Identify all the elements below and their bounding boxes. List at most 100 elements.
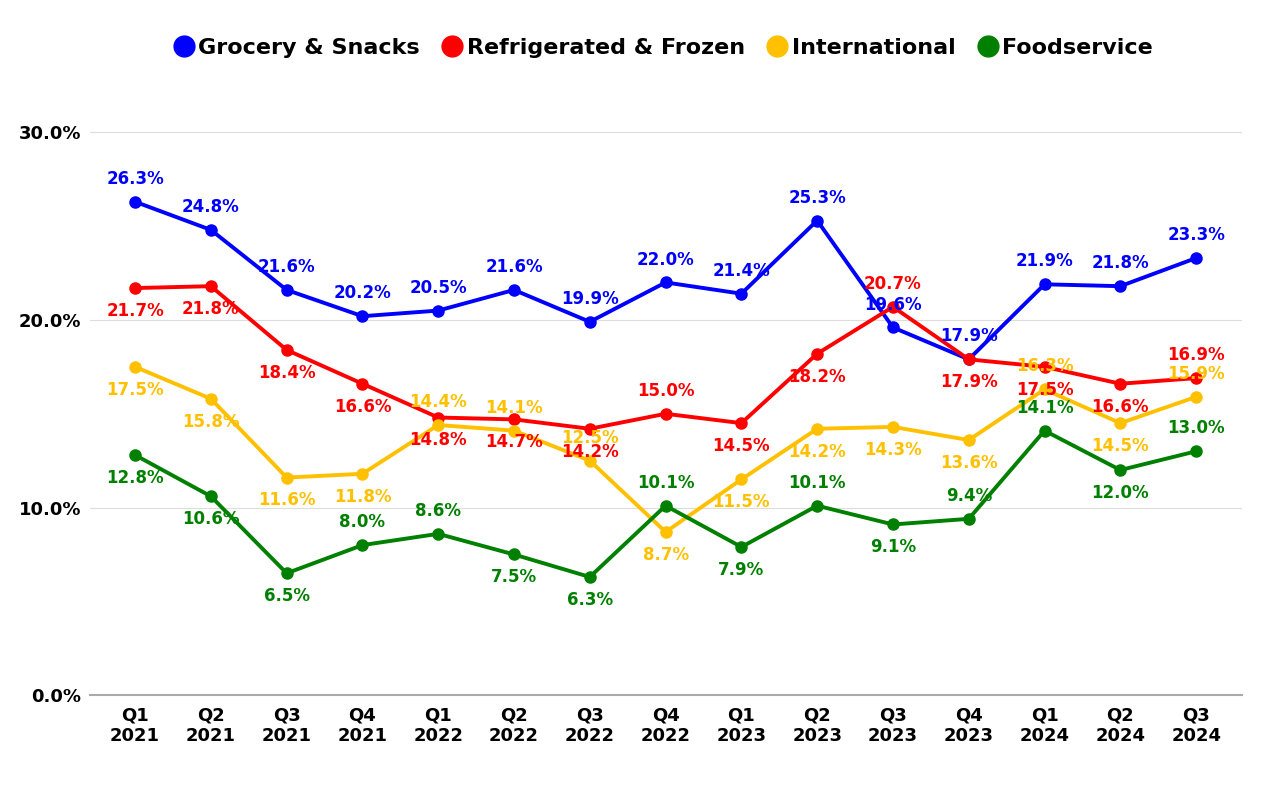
Foodservice <box>279 569 294 578</box>
Text: 21.9%: 21.9% <box>1015 253 1074 270</box>
International <box>430 420 445 430</box>
Grocery & Snacks <box>886 322 901 332</box>
Text: 16.3%: 16.3% <box>1016 358 1074 375</box>
Text: 16.6%: 16.6% <box>334 397 392 416</box>
Text: 14.2%: 14.2% <box>561 442 618 461</box>
Refrigerated & Frozen <box>1112 379 1128 389</box>
Grocery & Snacks <box>507 285 522 295</box>
Text: 8.6%: 8.6% <box>415 502 461 520</box>
Foodservice <box>886 520 901 529</box>
Foodservice <box>128 450 143 460</box>
International <box>507 426 522 435</box>
Text: 14.5%: 14.5% <box>1092 437 1149 455</box>
International <box>1188 392 1203 401</box>
Text: 17.5%: 17.5% <box>106 381 164 399</box>
Refrigerated & Frozen <box>1188 374 1203 383</box>
International <box>128 362 143 371</box>
Text: 18.2%: 18.2% <box>788 367 846 386</box>
Text: 8.0%: 8.0% <box>339 514 385 531</box>
International <box>1112 419 1128 428</box>
International <box>809 424 824 434</box>
Text: 24.8%: 24.8% <box>182 198 239 216</box>
Text: 10.1%: 10.1% <box>788 474 846 492</box>
Text: 22.0%: 22.0% <box>636 250 695 269</box>
Text: 14.1%: 14.1% <box>1016 399 1074 417</box>
Text: 14.4%: 14.4% <box>410 393 467 411</box>
Grocery & Snacks <box>279 285 294 295</box>
Foodservice <box>809 501 824 510</box>
Text: 11.6%: 11.6% <box>257 491 315 510</box>
Line: Refrigerated & Frozen: Refrigerated & Frozen <box>129 280 1202 434</box>
Text: 20.7%: 20.7% <box>864 275 922 293</box>
Refrigerated & Frozen <box>279 345 294 355</box>
Grocery & Snacks <box>355 311 370 321</box>
Grocery & Snacks <box>1112 281 1128 291</box>
International <box>961 435 977 445</box>
Foodservice <box>961 514 977 524</box>
International <box>733 475 749 484</box>
Text: 16.9%: 16.9% <box>1167 346 1225 364</box>
Line: International: International <box>129 361 1202 537</box>
Text: 7.9%: 7.9% <box>718 561 764 579</box>
Foodservice <box>1188 446 1203 456</box>
Foodservice <box>658 501 673 510</box>
International <box>279 472 294 482</box>
Refrigerated & Frozen <box>507 415 522 424</box>
Grocery & Snacks <box>658 277 673 287</box>
Refrigerated & Frozen <box>886 302 901 311</box>
Text: 14.3%: 14.3% <box>864 441 922 459</box>
Text: 19.9%: 19.9% <box>561 290 618 308</box>
Text: 21.8%: 21.8% <box>182 300 239 318</box>
Text: 6.3%: 6.3% <box>567 591 613 609</box>
Text: 6.5%: 6.5% <box>264 587 310 605</box>
Foodservice <box>430 529 445 539</box>
Text: 20.2%: 20.2% <box>334 284 392 303</box>
Text: 26.3%: 26.3% <box>106 170 164 188</box>
Text: 11.8%: 11.8% <box>334 487 392 506</box>
Refrigerated & Frozen <box>355 379 370 389</box>
International <box>355 469 370 479</box>
Text: 19.6%: 19.6% <box>864 295 922 314</box>
Text: 14.5%: 14.5% <box>713 437 771 455</box>
Grocery & Snacks <box>733 289 749 299</box>
Foodservice <box>355 540 370 550</box>
Grocery & Snacks <box>809 216 824 225</box>
Text: 9.4%: 9.4% <box>946 487 992 505</box>
Foodservice <box>733 542 749 551</box>
Foodservice <box>1037 426 1052 435</box>
Grocery & Snacks <box>430 306 445 315</box>
Grocery & Snacks <box>204 225 219 235</box>
Text: 21.6%: 21.6% <box>485 258 543 276</box>
Text: 18.4%: 18.4% <box>257 364 315 382</box>
Text: 20.5%: 20.5% <box>410 279 467 297</box>
Refrigerated & Frozen <box>961 355 977 364</box>
Refrigerated & Frozen <box>658 409 673 419</box>
Text: 16.6%: 16.6% <box>1092 397 1149 416</box>
Foodservice <box>507 550 522 559</box>
Text: 14.8%: 14.8% <box>410 431 467 450</box>
Text: 21.8%: 21.8% <box>1092 254 1149 273</box>
Text: 25.3%: 25.3% <box>788 189 846 207</box>
Text: 14.1%: 14.1% <box>485 399 543 417</box>
Grocery & Snacks <box>1188 254 1203 263</box>
Refrigerated & Frozen <box>809 349 824 359</box>
Text: 8.7%: 8.7% <box>643 546 689 564</box>
Refrigerated & Frozen <box>430 412 445 422</box>
Text: 17.9%: 17.9% <box>940 328 997 345</box>
Grocery & Snacks <box>582 317 598 326</box>
International <box>886 422 901 431</box>
Text: 13.0%: 13.0% <box>1167 419 1225 438</box>
Text: 21.7%: 21.7% <box>106 302 164 320</box>
Refrigerated & Frozen <box>204 281 219 291</box>
Refrigerated & Frozen <box>1037 362 1052 371</box>
Text: 21.4%: 21.4% <box>713 261 771 280</box>
Text: 21.6%: 21.6% <box>257 258 315 276</box>
Text: 12.5%: 12.5% <box>561 429 618 447</box>
Foodservice <box>1112 465 1128 475</box>
International <box>582 456 598 465</box>
Text: 11.5%: 11.5% <box>713 493 771 511</box>
Text: 14.7%: 14.7% <box>485 433 543 451</box>
Line: Grocery & Snacks: Grocery & Snacks <box>129 196 1202 365</box>
International <box>204 394 219 404</box>
Text: 17.5%: 17.5% <box>1016 381 1074 399</box>
